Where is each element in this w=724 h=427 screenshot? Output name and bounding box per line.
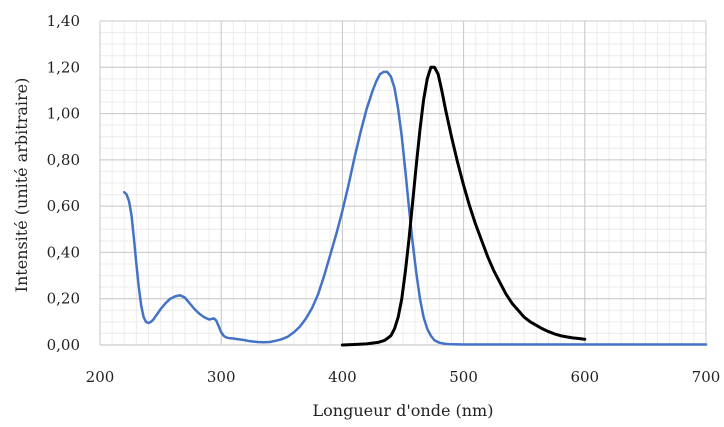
- x-tick-label: 400: [328, 368, 357, 386]
- y-tick-label: 1,00: [47, 105, 80, 123]
- x-tick-label: 500: [449, 368, 478, 386]
- y-tick-label: 0,00: [47, 336, 80, 354]
- series-line-2: [340, 65, 587, 347]
- y-tick-label: 0,60: [47, 197, 80, 215]
- series-line-1: [122, 70, 708, 346]
- y-axis-title: Intensité (unité arbitraire): [12, 78, 31, 293]
- x-tick-label: 300: [207, 368, 236, 386]
- x-tick-label: 700: [692, 368, 721, 386]
- series-group: [122, 65, 708, 347]
- y-tick-label: 0,80: [47, 151, 80, 169]
- x-tick-label: 600: [570, 368, 599, 386]
- x-tick-label: 200: [86, 368, 115, 386]
- y-tick-label: 1,20: [47, 58, 80, 76]
- tick-labels: 200 300 400 500 600 700 0,00 0,20 0,40 0,60 0,80 1,…: [47, 12, 721, 386]
- y-tick-label: 0,20: [47, 290, 80, 308]
- y-tick-label: 1,40: [47, 12, 80, 30]
- y-tick-label: 0,40: [47, 243, 80, 261]
- x-axis-title: Longueur d'onde (nm): [313, 401, 494, 420]
